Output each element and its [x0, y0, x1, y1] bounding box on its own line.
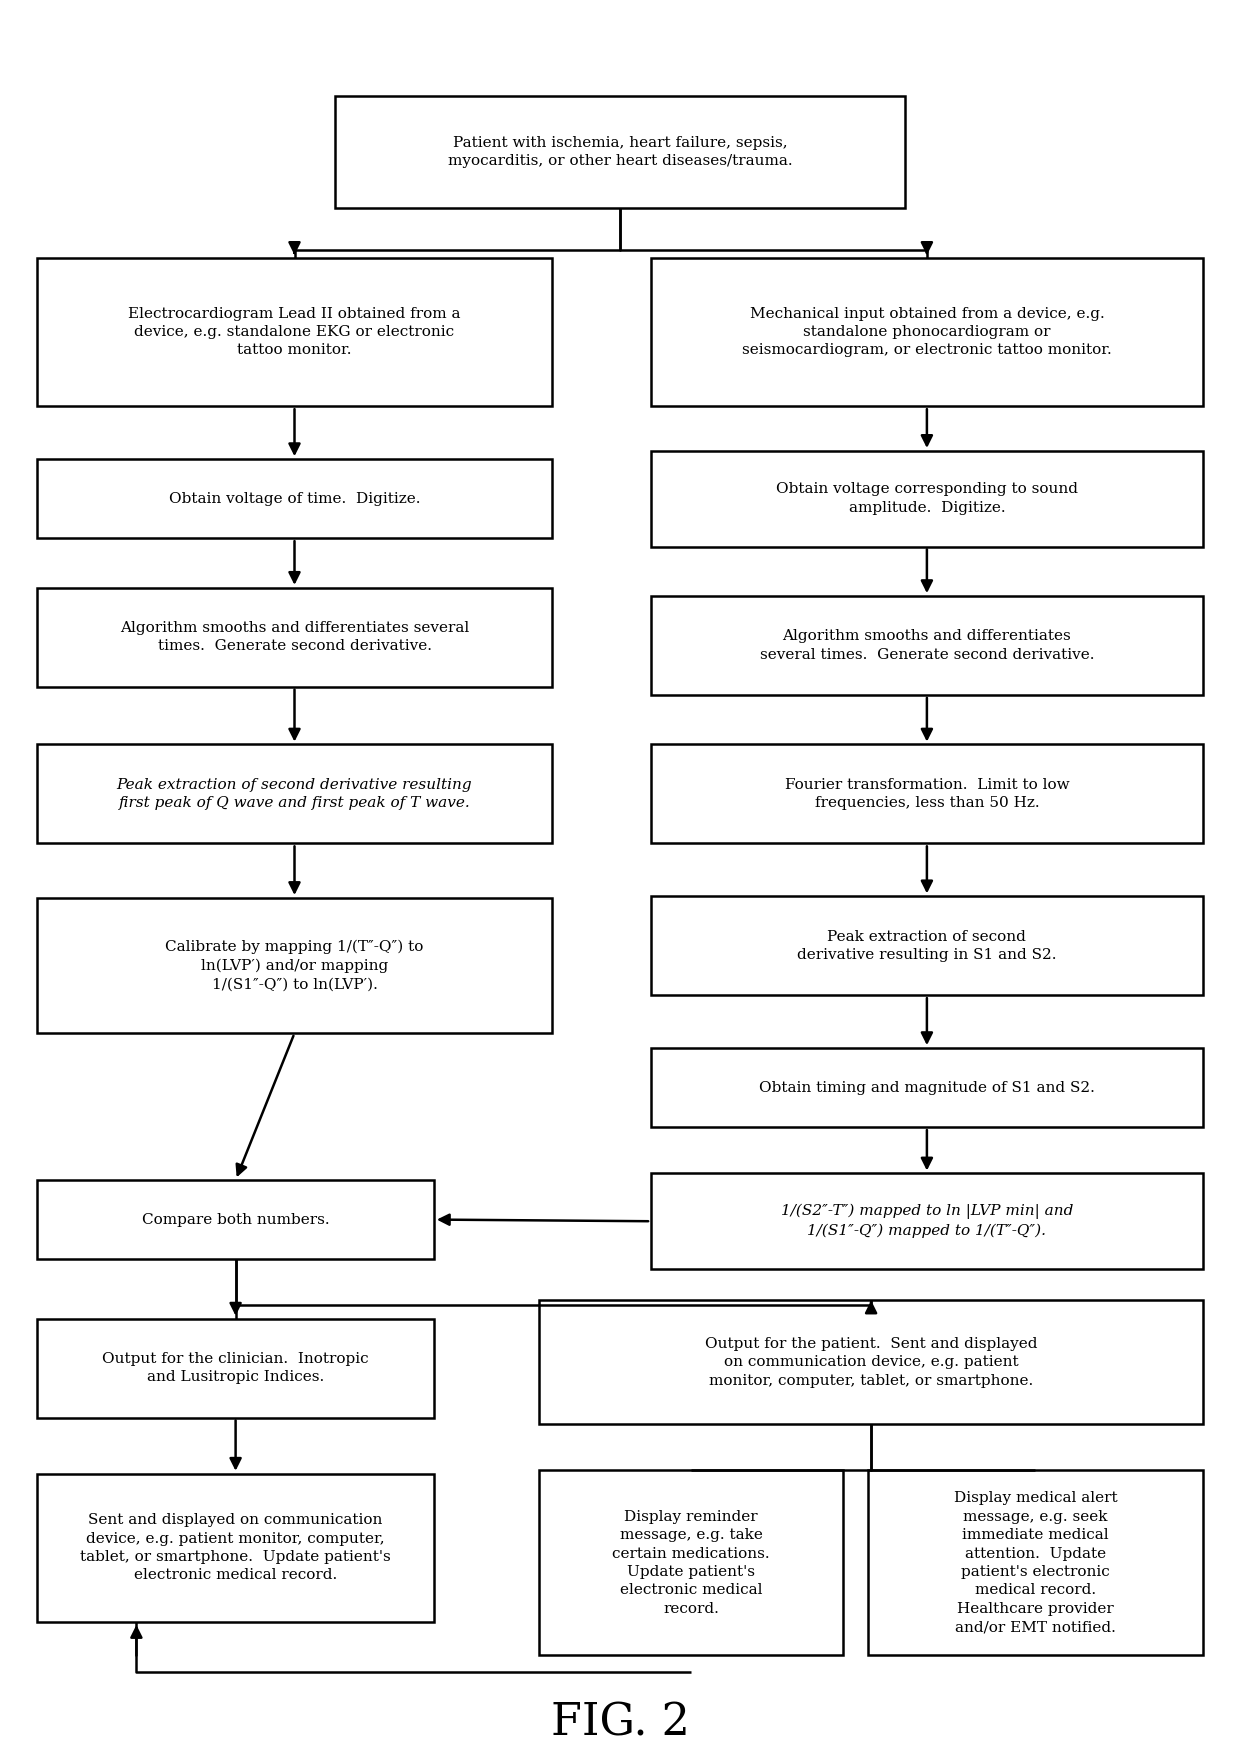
Text: Output for the patient.  Sent and displayed
on communication device, e.g. patien: Output for the patient. Sent and display… — [704, 1337, 1038, 1388]
Bar — [651, 258, 1203, 407]
Text: Fourier transformation.  Limit to low
frequencies, less than 50 Hz.: Fourier transformation. Limit to low fre… — [785, 777, 1069, 811]
Text: Peak extraction of second derivative resulting
first peak of Q wave and first pe: Peak extraction of second derivative res… — [117, 777, 472, 811]
Text: Algorithm smooths and differentiates
several times.  Generate second derivative.: Algorithm smooths and differentiates sev… — [760, 630, 1094, 662]
Text: Calibrate by mapping 1/(T″-Q″) to
ln(LVP′) and/or mapping
1/(S1″-Q″) to ln(LVP′): Calibrate by mapping 1/(T″-Q″) to ln(LVP… — [165, 939, 424, 992]
Bar — [37, 899, 552, 1034]
Bar — [651, 897, 1203, 995]
Bar — [651, 451, 1203, 546]
Text: Patient with ischemia, heart failure, sepsis,
myocarditis, or other heart diseas: Patient with ischemia, heart failure, se… — [448, 137, 792, 168]
Text: Peak extraction of second
derivative resulting in S1 and S2.: Peak extraction of second derivative res… — [797, 930, 1056, 962]
Text: FIG. 2: FIG. 2 — [551, 1702, 689, 1744]
Bar — [651, 1048, 1203, 1127]
Bar — [539, 1300, 1203, 1423]
Text: Output for the clinician.  Inotropic
and Lusitropic Indices.: Output for the clinician. Inotropic and … — [102, 1351, 370, 1385]
Text: Compare both numbers.: Compare both numbers. — [141, 1213, 330, 1227]
Text: Mechanical input obtained from a device, e.g.
standalone phonocardiogram or
seis: Mechanical input obtained from a device,… — [742, 307, 1112, 358]
Text: Obtain timing and magnitude of S1 and S2.: Obtain timing and magnitude of S1 and S2… — [759, 1081, 1095, 1095]
Text: Sent and displayed on communication
device, e.g. patient monitor, computer,
tabl: Sent and displayed on communication devi… — [81, 1513, 391, 1583]
Text: Display medical alert
message, e.g. seek
immediate medical
attention.  Update
pa: Display medical alert message, e.g. seek… — [954, 1492, 1117, 1634]
Bar — [37, 744, 552, 844]
Bar — [868, 1471, 1203, 1655]
Text: Obtain voltage of time.  Digitize.: Obtain voltage of time. Digitize. — [169, 491, 420, 505]
Bar — [651, 744, 1203, 844]
Text: Algorithm smooths and differentiates several
times.  Generate second derivative.: Algorithm smooths and differentiates sev… — [120, 621, 469, 653]
Bar — [539, 1471, 843, 1655]
Bar — [651, 597, 1203, 695]
Text: Display reminder
message, e.g. take
certain medications.
Update patient's
electr: Display reminder message, e.g. take cert… — [613, 1509, 770, 1616]
Bar — [37, 1318, 434, 1418]
Bar — [37, 460, 552, 539]
Bar — [335, 97, 905, 209]
Text: 1/(S2″-T″) mapped to ln |LVP min| and
1/(S1″-Q″) mapped to 1/(T″-Q″).: 1/(S2″-T″) mapped to ln |LVP min| and 1/… — [781, 1204, 1073, 1239]
Text: Obtain voltage corresponding to sound
amplitude.  Digitize.: Obtain voltage corresponding to sound am… — [776, 483, 1078, 514]
Bar — [37, 1179, 434, 1258]
Bar — [651, 1174, 1203, 1269]
Bar — [37, 1474, 434, 1622]
Bar — [37, 258, 552, 407]
Bar — [37, 588, 552, 686]
Text: Electrocardiogram Lead II obtained from a
device, e.g. standalone EKG or electro: Electrocardiogram Lead II obtained from … — [128, 307, 461, 358]
